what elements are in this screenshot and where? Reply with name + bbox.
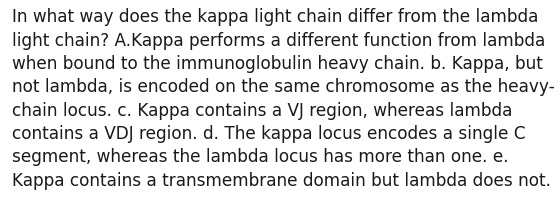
Text: In what way does the kappa light chain differ from the lambda
light chain? A.Kap: In what way does the kappa light chain d… <box>12 8 555 190</box>
